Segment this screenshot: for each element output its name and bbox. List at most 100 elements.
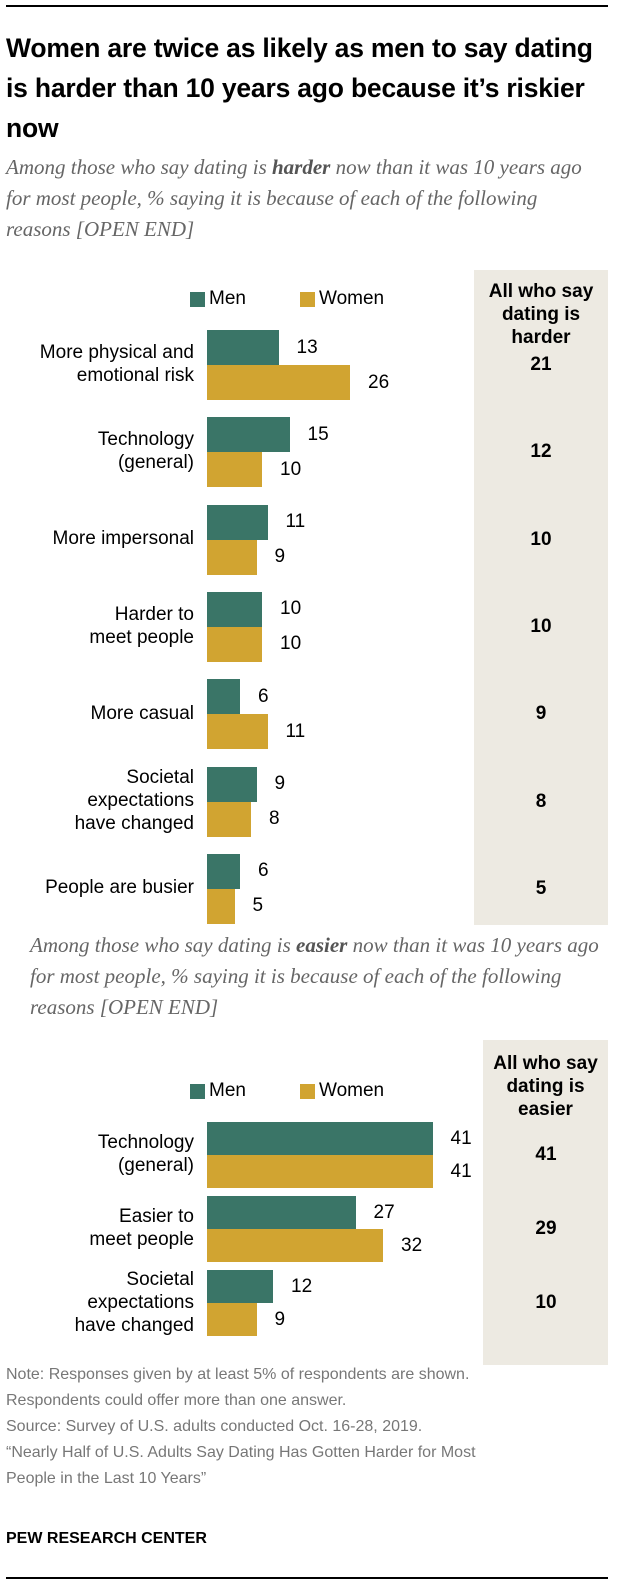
bar-women [207, 801, 251, 837]
value-label-women: 26 [368, 371, 390, 393]
header-line: dating is [506, 1076, 585, 1097]
value-label-women: 32 [401, 1234, 423, 1256]
category-label-line: More casual [90, 702, 195, 724]
bar-women [207, 1229, 383, 1262]
value-label-women: 41 [450, 1160, 472, 1182]
header-line: All who say [493, 1053, 598, 1074]
legend-item-men: Men [190, 1080, 246, 1102]
value-label-men: 11 [285, 511, 306, 533]
note-line: Note: Responses given by at least 5% of … [6, 1366, 470, 1383]
bar-women [207, 1155, 433, 1188]
value-label-women: 8 [269, 808, 280, 829]
legend-label: Men [209, 1080, 246, 1101]
category-label-line: have changed [74, 813, 194, 834]
value-label-men: 10 [280, 598, 302, 620]
all-value: 10 [530, 615, 552, 637]
legend-swatch [190, 1083, 205, 1099]
value-label-women: 9 [274, 1308, 286, 1330]
chart-title: Women are twice as likely as men to say … [6, 33, 593, 143]
brand-logo-text: PEW RESEARCH CENTER [6, 1530, 207, 1547]
report-title-line: People in the Last 10 Years” [6, 1470, 207, 1487]
subtitle-harder: Among those who say dating is harder now… [6, 155, 582, 241]
all-column-header: All who say dating is harder [474, 280, 608, 349]
legend-item-women: Women [300, 1080, 384, 1102]
all-value: 9 [535, 703, 547, 725]
source-line: Source: Survey of U.S. adults conducted … [6, 1418, 423, 1435]
header-line: All who say [488, 281, 594, 302]
value-label-women: 10 [280, 633, 302, 655]
category-label: Technology (general) [98, 1131, 194, 1177]
category-label-line: More impersonal [52, 528, 195, 550]
category-label: Societal expectations have changed [75, 1268, 194, 1337]
category-label-line: Harder to [114, 603, 194, 625]
all-value: 21 [530, 354, 552, 375]
bar-women [207, 365, 350, 400]
bar-men [207, 1122, 433, 1155]
all-value: 10 [535, 1292, 557, 1313]
value-label-men: 41 [450, 1127, 472, 1149]
category-label-line: (general) [117, 1155, 194, 1176]
value-label-men: 13 [296, 336, 318, 358]
category-label: More casual [91, 702, 195, 725]
all-value: 29 [535, 1218, 557, 1239]
value-label-men: 12 [291, 1275, 313, 1297]
bar-women [207, 539, 257, 575]
value-label-women: 11 [285, 720, 306, 742]
all-column-shade [483, 1040, 608, 1365]
value-label-men: 27 [373, 1201, 395, 1223]
report-title-line: “Nearly Half of U.S. Adults Say Dating H… [6, 1444, 476, 1461]
category-label-line: Societal [126, 1268, 194, 1290]
legend-swatch [300, 291, 315, 307]
category-label-line: meet people [89, 626, 194, 648]
category-label: More impersonal [53, 527, 195, 550]
bar-women [207, 714, 268, 750]
legend-swatch [300, 1083, 315, 1099]
bar-men [207, 679, 240, 715]
category-label: More physical and emotional risk [40, 341, 194, 387]
value-label-women: 10 [280, 458, 302, 480]
category-label-line: emotional risk [76, 365, 194, 386]
category-label-line: Societal [126, 767, 194, 788]
legend-item-men: Men [190, 288, 246, 310]
legend-label: Men [209, 288, 246, 309]
value-label-men: 9 [274, 773, 286, 794]
value-label-women: 5 [252, 895, 264, 917]
legend-label: Women [319, 1080, 385, 1101]
all-value: 10 [530, 528, 552, 550]
category-label-line: have changed [74, 1314, 194, 1336]
note-line: Respondents could offer more than one an… [6, 1392, 347, 1409]
legend-label: Women [319, 288, 385, 309]
header-line: harder [511, 327, 571, 348]
bar-men [207, 591, 262, 627]
category-label-line: More physical and [39, 342, 194, 363]
value-label-men: 6 [258, 860, 269, 882]
bar-men [207, 504, 268, 540]
bar-women [207, 626, 262, 662]
bar-men [207, 330, 279, 365]
top-rule [6, 5, 608, 7]
legend-swatch [190, 291, 205, 307]
category-label-line: (general) [117, 452, 194, 474]
all-value: 12 [530, 441, 552, 463]
category-label-line: Easier to [119, 1206, 194, 1227]
category-label-line: Technology [97, 429, 194, 451]
subtitle-easier: Among those who say dating is easier now… [30, 933, 599, 1019]
category-label-line: Technology [97, 1132, 194, 1153]
category-label: Technology (general) [98, 428, 194, 474]
all-value: 8 [535, 790, 547, 812]
all-value: 41 [535, 1144, 557, 1165]
category-label-line: People are busier [45, 877, 194, 899]
bar-men [207, 1196, 356, 1229]
category-label: Easier to meet people [89, 1205, 194, 1251]
category-label: People are busier [45, 876, 194, 899]
value-label-men: 6 [258, 685, 269, 707]
category-label-line: expectations [87, 1291, 194, 1313]
category-label: Harder to meet people [89, 603, 194, 649]
value-label-men: 15 [307, 423, 329, 445]
all-value: 5 [535, 877, 547, 899]
legend-item-women: Women [300, 288, 384, 310]
bar-men [207, 1270, 273, 1303]
category-label: Societal expectations have changed [75, 766, 194, 835]
category-label-line: meet people [89, 1229, 194, 1250]
bar-women [207, 888, 235, 924]
